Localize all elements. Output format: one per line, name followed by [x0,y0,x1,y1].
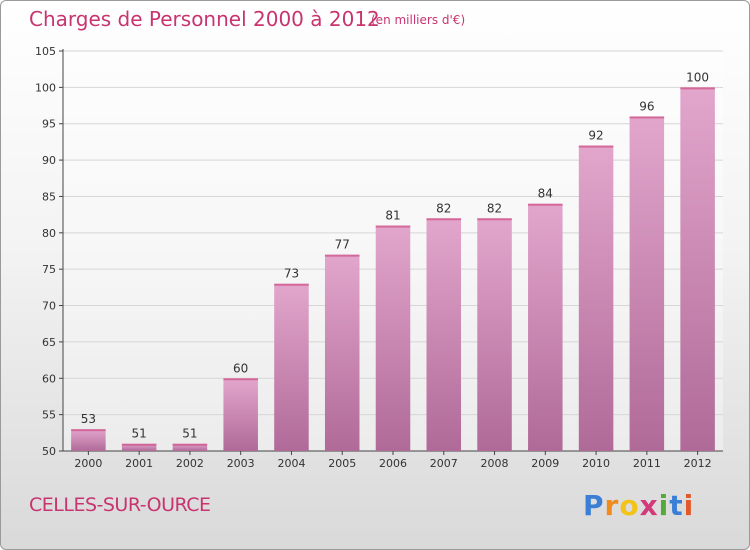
y-tick-label: 55 [42,409,56,422]
data-label: 77 [335,238,350,252]
bar [477,218,512,451]
bar [680,87,715,451]
bar-top-edge [274,283,309,286]
bar [223,378,258,451]
logo-letter: i [658,489,670,522]
data-label: 81 [385,209,400,223]
logo-letter: i [683,489,695,522]
data-label: 84 [538,187,553,201]
data-label: 60 [233,361,248,375]
y-tick-label: 85 [42,190,56,203]
bar [121,443,157,451]
data-label: 53 [81,412,96,426]
logo-letter: o [619,489,640,522]
data-label: 51 [182,427,197,441]
data-label: 96 [639,99,654,113]
x-tick-label: 2006 [379,457,407,470]
bar-top-edge [629,116,665,119]
bar-top-edge [324,254,360,257]
y-tick-label: 75 [42,263,56,276]
y-tick-label: 105 [35,45,56,58]
x-tick-label: 2011 [633,457,661,470]
bar-top-edge [71,429,106,432]
bar-top-edge [477,218,512,221]
bar-top-edge [528,203,563,206]
bar [528,203,563,451]
bar [274,283,309,451]
data-label: 82 [487,201,502,215]
data-label: 82 [436,201,451,215]
y-tick-label: 65 [42,336,56,349]
bar-top-edge [578,145,614,148]
x-tick-label: 2005 [328,457,356,470]
x-tick-label: 2009 [531,457,559,470]
x-tick-label: 2000 [74,457,102,470]
x-tick-label: 2008 [481,457,509,470]
y-tick-label: 80 [42,227,56,240]
x-tick-label: 2012 [684,457,712,470]
x-tick-label: 2001 [125,457,153,470]
data-label: 92 [588,129,603,143]
bar [578,145,614,451]
bar-top-edge [172,443,208,446]
logo-letter: x [639,489,659,522]
x-tick-label: 2007 [430,457,458,470]
logo-letter: r [604,489,620,522]
logo-letter: P [583,489,605,522]
bar [426,218,462,451]
bar [629,116,665,452]
bar-top-edge [375,225,411,228]
bar [324,254,360,451]
bar [172,443,208,451]
y-tick-label: 95 [42,118,56,131]
bar-top-edge [121,443,157,446]
bar-top-edge [680,87,715,90]
bar-top-edge [426,218,462,221]
data-label: 100 [686,70,709,84]
y-tick-label: 100 [35,81,56,94]
chart-title: Charges de Personnel 2000 à 2012 [29,7,380,31]
proxiti-logo: Proxiti [583,489,694,522]
y-tick-label: 50 [42,445,56,458]
x-tick-label: 2010 [582,457,610,470]
logo-letter: t [669,489,684,522]
commune-name: CELLES-SUR-OURCE [29,494,211,516]
y-tick-label: 60 [42,372,56,385]
x-tick-label: 2003 [227,457,255,470]
bar [71,429,106,451]
data-label: 73 [284,267,299,281]
x-tick-label: 2002 [176,457,204,470]
bar [375,225,411,451]
y-tick-label: 70 [42,300,56,313]
x-tick-label: 2004 [277,457,305,470]
y-tick-label: 90 [42,154,56,167]
data-label: 51 [132,427,147,441]
bar-top-edge [223,378,258,381]
chart-subtitle: (en milliers d'€) [371,13,466,27]
